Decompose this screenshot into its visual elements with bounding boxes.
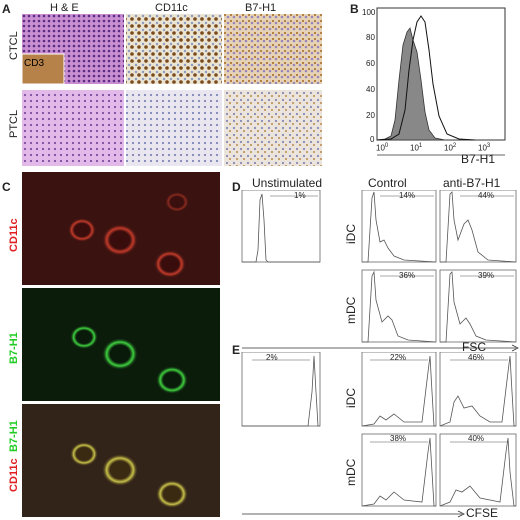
pct-cfse-idc-control: 22% xyxy=(390,353,407,362)
xtick-b-2: 102 xyxy=(444,143,457,153)
header-unstimulated: Unstimulated xyxy=(252,176,323,190)
image-ptcl-b7h1 xyxy=(224,90,322,166)
fsc-histograms xyxy=(241,190,519,352)
fsc-mdc-anti-curve xyxy=(440,271,517,343)
ytick-80: 80 xyxy=(366,33,375,42)
immunofluorescence-images xyxy=(22,172,220,517)
panel-letter-a: A xyxy=(2,2,11,16)
b7h1-histogram xyxy=(376,15,476,141)
cfse-mdc-control-curve xyxy=(361,437,436,507)
header-anti-b7h1: anti-B7-H1 xyxy=(443,176,501,190)
label-b7h1-green: B7-H1 xyxy=(8,332,20,364)
cfse-mdc-anti-curve xyxy=(439,437,516,507)
image-ctcl-cd11c xyxy=(126,14,222,84)
pct-fsc-unstim: 1% xyxy=(294,191,306,200)
pct-fsc-idc-control: 14% xyxy=(399,191,416,200)
label-merge-cd11c: CD11c xyxy=(8,458,20,492)
xlabel-b7h1: B7-H1 xyxy=(461,152,496,166)
panel-letter-d: D xyxy=(232,180,241,194)
fsc-mdc-control-curve xyxy=(362,270,437,343)
row-label-e-mdc: mDC xyxy=(344,458,358,486)
cfse-histograms xyxy=(241,352,517,518)
pct-cfse-mdc-anti: 40% xyxy=(468,434,485,443)
ytick-40: 40 xyxy=(366,85,375,94)
image-ptcl-cd11c xyxy=(126,90,222,166)
header-b7h1: B7-H1 xyxy=(245,2,277,14)
cfse-idc-control-curve xyxy=(361,355,436,427)
image-ptcl-he xyxy=(22,90,124,166)
panel-letter-e: E xyxy=(232,343,241,357)
pct-fsc-mdc-anti: 39% xyxy=(478,271,495,280)
ytick-60: 60 xyxy=(366,59,375,68)
ytick-20: 20 xyxy=(366,111,375,120)
ytick-100: 100 xyxy=(362,8,376,17)
row-label-d-idc: iDC xyxy=(344,224,358,244)
header-cd11c: CD11c xyxy=(155,2,188,14)
xlabel-fsc: FSC xyxy=(462,340,486,354)
cfse-unstim-curve xyxy=(242,355,320,427)
header-he: H & E xyxy=(50,2,79,14)
row-label-ptcl: PTCL xyxy=(8,109,20,138)
image-cd3-inset xyxy=(22,53,65,85)
pct-cfse-idc-anti: 46% xyxy=(468,353,485,362)
row-label-ctcl: CTCL xyxy=(8,31,20,60)
fsc-idc-control-curve xyxy=(362,191,437,263)
fsc-unstim-curve xyxy=(242,193,320,263)
isotype-histogram xyxy=(376,27,446,141)
pct-cfse-mdc-control: 38% xyxy=(390,434,407,443)
inset-label-cd3: CD3 xyxy=(24,58,45,69)
xtick-b-1: 101 xyxy=(410,143,423,153)
xlabel-cfse: CFSE xyxy=(466,506,499,520)
header-control: Control xyxy=(368,176,407,190)
histogram-b7h1 xyxy=(376,7,506,156)
pct-fsc-idc-anti: 44% xyxy=(478,191,495,200)
xtick-b-0: 100 xyxy=(376,143,389,153)
ytick-0: 0 xyxy=(370,135,375,144)
pct-fsc-mdc-control: 36% xyxy=(399,271,416,280)
fsc-idc-anti-curve xyxy=(440,191,517,263)
label-cd11c-red: CD11c xyxy=(8,218,20,252)
image-ctcl-b7h1 xyxy=(224,14,322,84)
histology-grid xyxy=(22,14,322,166)
xtick-b-3: 103 xyxy=(478,143,491,153)
pct-cfse-unstim: 2% xyxy=(266,353,278,362)
panel-letter-c: C xyxy=(2,180,11,194)
label-merge-b7h1: B7-H1 xyxy=(8,420,20,452)
panel-letter-b: B xyxy=(350,2,359,16)
row-label-e-idc: iDC xyxy=(344,388,358,408)
cfse-idc-anti-curve xyxy=(439,355,516,427)
row-label-d-mdc: mDC xyxy=(344,296,358,324)
